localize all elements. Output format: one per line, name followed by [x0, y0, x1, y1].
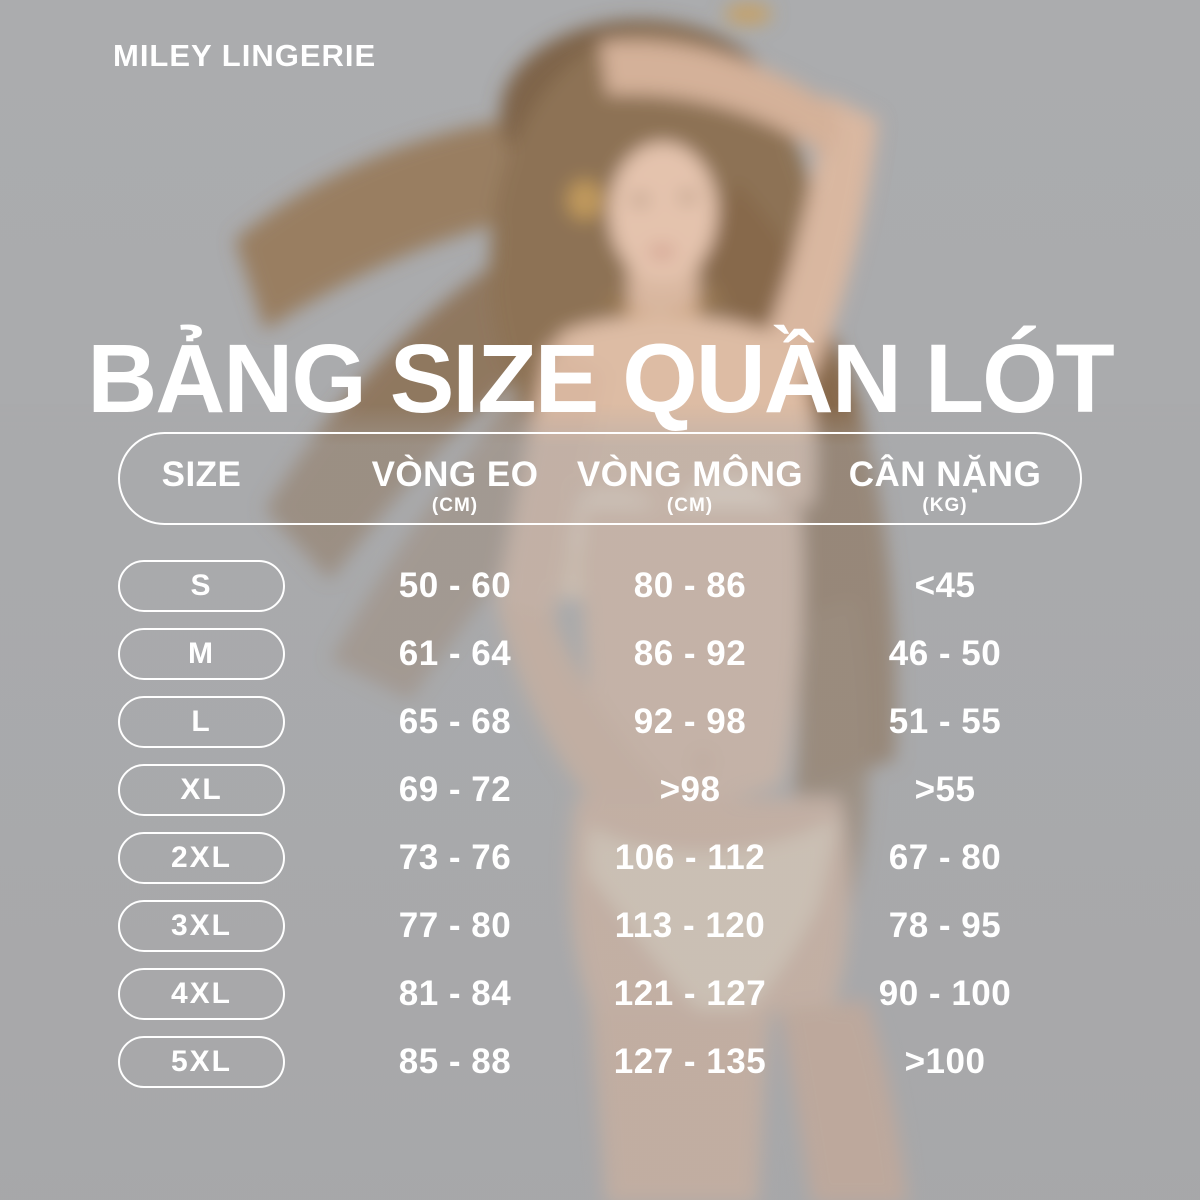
- size-label: XL: [180, 773, 223, 806]
- weight-value: 46 - 50: [888, 634, 1002, 673]
- weight-value: 67 - 80: [888, 838, 1002, 877]
- size-label: 2XL: [170, 841, 233, 874]
- size-badge: XL: [118, 764, 285, 816]
- weight-value: 90 - 100: [878, 974, 1012, 1013]
- table-row: S 50 - 60 80 - 86 <45: [0, 560, 1200, 612]
- header-label: VÒNG MÔNG: [576, 455, 804, 494]
- waist-value: 50 - 60: [398, 566, 512, 605]
- header-cell-weight: CÂN NẶNG (KG): [820, 456, 1070, 518]
- table-row: M 61 - 64 86 - 92 46 - 50: [0, 628, 1200, 680]
- hip-value: 106 - 112: [614, 838, 766, 877]
- weight-value: 51 - 55: [888, 702, 1002, 741]
- header-unit: (CM): [666, 495, 714, 516]
- size-badge: L: [118, 696, 285, 748]
- header-unit: (CM): [431, 495, 479, 516]
- poster-title: BẢNG SIZE QUẦN LÓT: [87, 324, 1115, 433]
- size-badge: 3XL: [118, 900, 285, 952]
- table-row: L 65 - 68 92 - 98 51 - 55: [0, 696, 1200, 748]
- hip-value: 121 - 127: [613, 974, 767, 1013]
- size-label: 3XL: [170, 909, 233, 942]
- brand-logo: MILEY LINGERIE: [113, 38, 377, 73]
- header-cell-hip: VÒNG MÔNG (CM): [565, 456, 815, 518]
- hip-value: 127 - 135: [613, 1042, 767, 1081]
- size-label: M: [188, 637, 215, 670]
- hip-value: 92 - 98: [633, 702, 747, 741]
- table-header: [118, 432, 1082, 525]
- weight-value: >55: [914, 770, 976, 809]
- size-badge: 5XL: [118, 1036, 285, 1088]
- size-label: 4XL: [170, 977, 233, 1010]
- weight-value: 78 - 95: [888, 906, 1002, 945]
- hip-value: 113 - 120: [614, 906, 766, 945]
- header-unit: (KG): [922, 495, 968, 516]
- weight-value: >100: [904, 1042, 986, 1081]
- size-label: S: [190, 569, 213, 602]
- waist-value: 81 - 84: [398, 974, 512, 1013]
- table-row: XL 69 - 72 >98 >55: [0, 764, 1200, 816]
- header-cell-waist: VÒNG EO (CM): [330, 456, 580, 518]
- size-badge: 2XL: [118, 832, 285, 884]
- size-badge: S: [118, 560, 285, 612]
- header-label: SIZE: [161, 455, 242, 494]
- size-badge: M: [118, 628, 285, 680]
- size-label: 5XL: [170, 1045, 233, 1078]
- table-row: 3XL 77 - 80 113 - 120 78 - 95: [0, 900, 1200, 952]
- waist-value: 69 - 72: [398, 770, 512, 809]
- header-label: VÒNG EO: [371, 455, 539, 494]
- waist-value: 65 - 68: [398, 702, 512, 741]
- size-badge: 4XL: [118, 968, 285, 1020]
- table-row: 2XL 73 - 76 106 - 112 67 - 80: [0, 832, 1200, 884]
- hip-value: 86 - 92: [633, 634, 747, 673]
- table-row: 5XL 85 - 88 127 - 135 >100: [0, 1036, 1200, 1088]
- waist-value: 61 - 64: [398, 634, 512, 673]
- hip-value: >98: [659, 770, 721, 809]
- waist-value: 77 - 80: [398, 906, 512, 945]
- header-cell-size: SIZE: [118, 456, 285, 494]
- size-label: L: [191, 705, 212, 738]
- header-label: CÂN NẶNG: [848, 455, 1042, 494]
- waist-value: 85 - 88: [398, 1042, 512, 1081]
- weight-value: <45: [914, 566, 976, 605]
- waist-value: 73 - 76: [398, 838, 512, 877]
- table-row: 4XL 81 - 84 121 - 127 90 - 100: [0, 968, 1200, 1020]
- hip-value: 80 - 86: [633, 566, 747, 605]
